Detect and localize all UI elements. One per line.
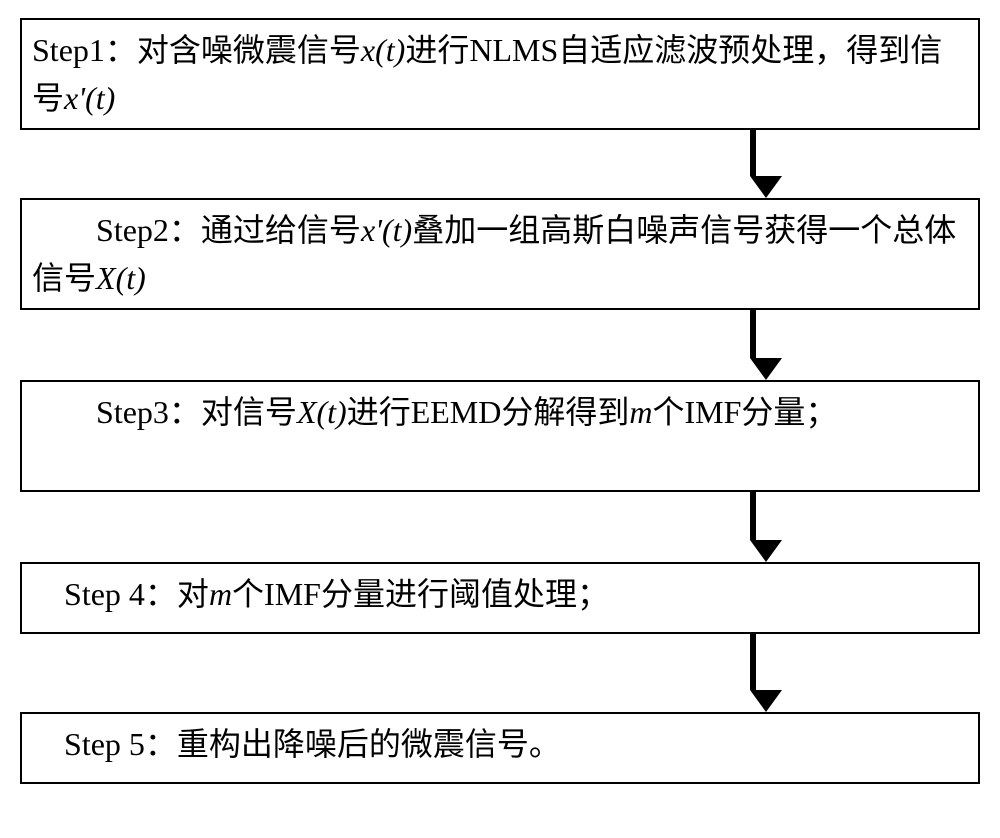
- step3-box: Step3：对信号X(t)进行EEMD分解得到m个IMF分量；: [20, 380, 980, 492]
- arrow-3-head: [750, 540, 782, 562]
- step4-label: Step 4：: [64, 576, 177, 612]
- arrow-3-shaft: [750, 492, 756, 540]
- step3-text: Step3：对信号X(t)进行EEMD分解得到m个IMF分量；: [32, 394, 837, 430]
- step4-text: Step 4：对m个IMF分量进行阈值处理；: [32, 576, 609, 612]
- step1-text: Step1：对含噪微震信号x(t)进行NLMS自适应滤波预处理，得到信号x'(t…: [32, 32, 942, 116]
- step5-box: Step 5：重构出降噪后的微震信号。: [20, 712, 980, 784]
- step3-label: Step3：: [96, 394, 201, 430]
- flowchart-canvas: Step1：对含噪微震信号x(t)进行NLMS自适应滤波预处理，得到信号x'(t…: [0, 0, 1000, 838]
- step2-box: Step2：通过给信号x'(t)叠加一组高斯白噪声信号获得一个总体信号X(t): [20, 198, 980, 310]
- arrow-2-shaft: [750, 310, 756, 358]
- step4-box: Step 4：对m个IMF分量进行阈值处理；: [20, 562, 980, 634]
- arrow-4-head: [750, 690, 782, 712]
- arrow-4-shaft: [750, 634, 756, 690]
- arrow-2-head: [750, 358, 782, 380]
- step2-label: Step2：: [96, 212, 201, 248]
- arrow-1-shaft: [750, 130, 756, 176]
- step5-label: Step 5：: [64, 726, 177, 762]
- step1-box: Step1：对含噪微震信号x(t)进行NLMS自适应滤波预处理，得到信号x'(t…: [20, 18, 980, 130]
- step5-text: Step 5：重构出降噪后的微震信号。: [32, 726, 561, 762]
- step1-label: Step1：: [32, 32, 137, 68]
- step2-text: Step2：通过给信号x'(t)叠加一组高斯白噪声信号获得一个总体信号X(t): [32, 212, 956, 296]
- arrow-1-head: [750, 176, 782, 198]
